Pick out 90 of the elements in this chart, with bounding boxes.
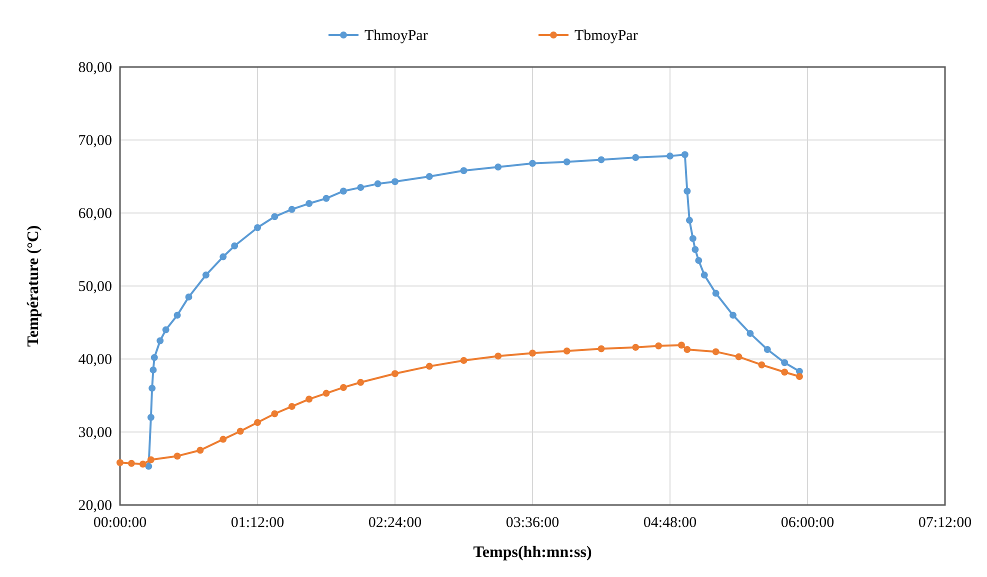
point xyxy=(764,346,771,354)
point xyxy=(695,256,702,264)
point xyxy=(156,337,164,344)
legend-label: ThmoyPar xyxy=(364,28,428,44)
point xyxy=(150,354,158,362)
y-tick-label: 40,00 xyxy=(78,352,112,368)
point xyxy=(796,373,803,380)
point xyxy=(220,253,227,260)
y-tick-label: 30,00 xyxy=(78,425,112,441)
point xyxy=(746,330,754,337)
point xyxy=(692,246,699,253)
point xyxy=(666,152,674,160)
y-axis-title: Température (°C) xyxy=(25,225,42,347)
point xyxy=(340,384,347,391)
point xyxy=(147,414,154,421)
point xyxy=(678,342,685,349)
point xyxy=(689,235,696,242)
point xyxy=(254,419,261,426)
point xyxy=(529,160,536,167)
point xyxy=(598,345,605,352)
point xyxy=(231,242,238,250)
point xyxy=(686,216,693,224)
point xyxy=(730,312,737,319)
point xyxy=(681,151,688,158)
point xyxy=(426,173,433,180)
x-tick-label: 06:00:00 xyxy=(780,515,834,531)
point xyxy=(288,206,296,213)
point xyxy=(712,290,720,297)
point xyxy=(271,213,278,220)
point xyxy=(529,350,536,357)
point xyxy=(374,180,382,188)
x-tick-label: 02:24:00 xyxy=(368,515,422,531)
point xyxy=(185,293,192,300)
point xyxy=(357,184,364,191)
legend-label: TbmoyPar xyxy=(574,28,638,44)
point xyxy=(781,368,788,376)
point xyxy=(735,353,742,360)
point xyxy=(460,356,468,364)
point xyxy=(128,460,135,467)
point xyxy=(700,272,708,279)
point xyxy=(196,446,204,454)
y-tick-label: 20,00 xyxy=(78,498,112,514)
point xyxy=(116,459,124,466)
point xyxy=(781,359,788,366)
point xyxy=(563,347,570,354)
point xyxy=(145,462,152,470)
x-tick-label: 04:48:00 xyxy=(643,515,697,531)
x-axis-title: Temps(hh:mn:ss) xyxy=(473,544,592,561)
point xyxy=(162,326,170,334)
y-tick-label: 50,00 xyxy=(78,279,112,295)
point xyxy=(684,188,691,195)
point xyxy=(271,410,278,418)
point xyxy=(758,361,766,368)
point xyxy=(288,402,296,410)
x-tick-label: 03:36:00 xyxy=(506,515,560,531)
point xyxy=(254,224,261,232)
point xyxy=(632,344,640,351)
point xyxy=(563,158,570,166)
point xyxy=(712,348,720,356)
point xyxy=(684,346,691,354)
point xyxy=(494,164,502,171)
point xyxy=(306,396,313,403)
point xyxy=(322,390,330,397)
point xyxy=(150,366,157,374)
y-tick-label: 70,00 xyxy=(78,133,112,149)
point xyxy=(174,452,181,460)
x-tick-label: 07:12:00 xyxy=(918,515,972,531)
point xyxy=(340,188,347,195)
point xyxy=(139,460,146,468)
point xyxy=(148,384,156,392)
point xyxy=(306,200,313,208)
y-tick-label: 60,00 xyxy=(78,206,112,222)
point xyxy=(202,272,210,279)
point xyxy=(174,312,181,319)
point xyxy=(392,178,398,186)
point xyxy=(322,194,330,202)
point xyxy=(147,456,154,464)
point xyxy=(655,342,662,350)
point xyxy=(426,362,433,370)
point xyxy=(220,436,227,443)
x-tick-label: 01:12:00 xyxy=(230,515,284,531)
point xyxy=(357,378,364,386)
point xyxy=(236,428,244,435)
point xyxy=(460,167,468,174)
point xyxy=(494,352,502,360)
y-tick-label: 80,00 xyxy=(78,60,112,76)
x-tick-label: 00:00:00 xyxy=(93,515,147,531)
point xyxy=(632,154,640,162)
point xyxy=(598,156,605,164)
point xyxy=(392,370,398,378)
